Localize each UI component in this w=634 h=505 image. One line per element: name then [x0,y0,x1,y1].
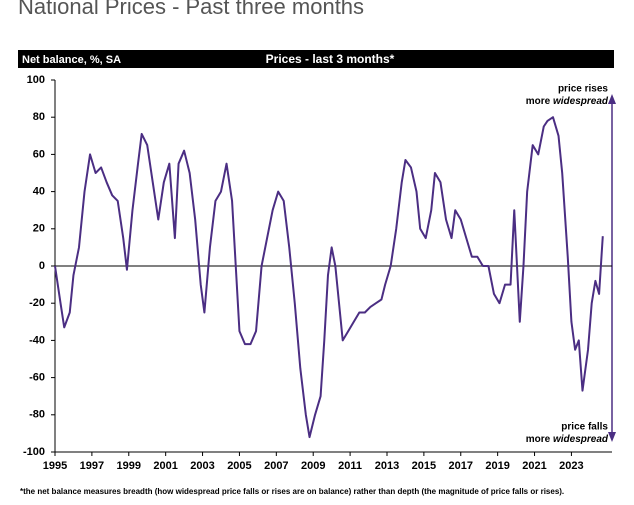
x-tick-label: 2003 [190,460,214,472]
annotation-em: widespread [553,434,609,445]
y-tick-label: 40 [33,186,45,198]
y-tick-label: 60 [33,148,45,160]
annotation: more widespread [526,96,609,107]
x-tick-label: 2019 [485,460,509,472]
y-tick-label: 20 [33,223,45,235]
x-tick-label: 2015 [412,460,436,472]
y-tick-label: 100 [27,74,45,86]
x-tick-label: 1995 [43,460,67,472]
page-title: National Prices - Past three months [18,0,364,19]
y-tick-label: 80 [33,111,45,123]
y-tick-label: -100 [23,446,45,458]
x-tick-label: 2023 [559,460,583,472]
y-tick-label: 0 [39,260,45,272]
x-tick-label: 2005 [227,460,251,472]
header-bar [18,50,614,68]
x-tick-label: 1999 [117,460,141,472]
x-tick-label: 2013 [375,460,399,472]
x-tick-label: 2007 [264,460,288,472]
annotation: more widespread [526,434,609,445]
x-tick-label: 2001 [153,460,177,472]
y-tick-label: -80 [29,409,45,421]
x-tick-label: 1997 [80,460,104,472]
y-tick-label: -40 [29,334,45,346]
x-tick-label: 2021 [522,460,546,472]
line [54,116,604,439]
x-tick-label: 2017 [449,460,473,472]
annotation-em: widespread [553,96,609,107]
annotation: more [526,96,551,107]
annotation: price falls [561,422,608,433]
annotation: more [526,434,551,445]
y-tick-label: -60 [29,372,45,384]
annotation: price rises [558,84,608,95]
x-tick-label: 2011 [338,460,362,472]
x-tick-label: 2009 [301,460,325,472]
chart-title: Prices - last 3 months* [266,52,395,66]
y-tick-label: -20 [29,297,45,309]
footnote: *the net balance measures breadth (how w… [20,487,564,496]
y-label: Net balance, %, SA [22,54,121,66]
